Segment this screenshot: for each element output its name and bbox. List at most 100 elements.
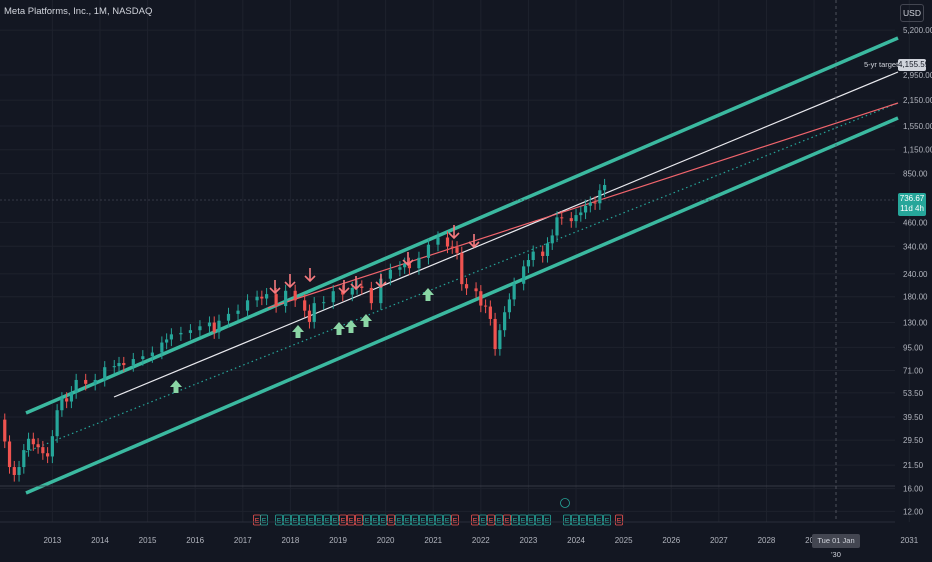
candle-body <box>17 467 21 475</box>
y-tick-label: 340.00 <box>903 242 928 251</box>
candles <box>3 178 607 482</box>
earnings-marker <box>527 514 535 526</box>
y-tick-label: 2,150.00 <box>903 96 932 105</box>
candle-body <box>483 305 488 307</box>
earnings-marker <box>379 514 387 526</box>
last-price-value: 736.67 <box>899 194 925 203</box>
arrow-down-head <box>338 287 350 295</box>
chart-grid <box>0 0 910 522</box>
candle-body <box>426 244 431 258</box>
candle-body <box>550 235 554 244</box>
candle-body <box>593 202 597 204</box>
currency-button[interactable]: USD <box>900 4 924 22</box>
arrow-down-head <box>350 283 362 291</box>
candle-body <box>574 215 578 222</box>
candle-body <box>179 332 183 335</box>
candle-body <box>245 300 250 311</box>
candle-body <box>579 212 583 216</box>
y-tick-label: 53.50 <box>903 389 924 398</box>
earnings-marker <box>615 514 623 526</box>
y-axis: 12.00 16.00 21.50 29.50 39.50 53.50 71.00 95.00… <box>903 26 932 516</box>
candle-body <box>526 260 531 267</box>
x-tick-label: 2015 <box>139 536 157 545</box>
last-price-badge: 736.67 11d 4h <box>898 193 926 216</box>
y-tick-label: 130.00 <box>903 319 928 328</box>
candle-body <box>603 185 607 191</box>
earnings-marker <box>291 514 299 526</box>
candle-body <box>488 306 492 319</box>
y-tick-label: 12.00 <box>903 507 924 516</box>
x-tick-label: 2021 <box>424 536 442 545</box>
x-tick-label: 2016 <box>186 536 204 545</box>
candle-body <box>3 419 7 442</box>
candle-body <box>403 263 407 268</box>
arrow-down-marker <box>304 268 316 283</box>
x-tick-label: 2024 <box>567 536 585 545</box>
earnings-marker <box>427 514 435 526</box>
signal-markers: EEEEEEEEEEEEEEEEEEEEEEEEEEEEEEEEEEEEEEEE… <box>170 225 623 526</box>
candle-body <box>264 294 269 299</box>
crosshair-date-badge: Tue 01 Jan '30 <box>812 534 860 559</box>
candle-body <box>369 287 373 304</box>
arrow-up-marker <box>170 380 182 393</box>
last-price-countdown: 11d 4h <box>900 204 924 213</box>
earnings-marker <box>595 514 603 526</box>
arrow-down-marker <box>338 280 350 295</box>
earnings-marker <box>275 514 283 526</box>
x-tick-label: 2023 <box>520 536 538 545</box>
candle-body <box>455 247 459 253</box>
x-tick-label: 2013 <box>43 536 61 545</box>
x-tick-label: 2027 <box>710 536 728 545</box>
candle-body <box>141 356 145 360</box>
candle-body <box>55 410 59 437</box>
y-tick-label: 2,950.00 <box>903 71 932 80</box>
earnings-marker <box>479 514 487 526</box>
arrow-down-head <box>402 259 414 267</box>
earnings-marker <box>443 514 451 526</box>
arrow-down-head <box>284 281 296 289</box>
candle-body <box>350 287 354 295</box>
candle-body <box>198 326 202 331</box>
earnings-marker <box>395 514 403 526</box>
candle-body <box>331 291 335 303</box>
price-chart[interactable]: EEEEEEEEEEEEEEEEEEEEEEEEEEEEEEEEEEEEEEEE… <box>0 0 932 550</box>
x-tick-label: 2019 <box>329 536 347 545</box>
chart-title: Meta Platforms, Inc., 1M, NASDAQ <box>4 6 153 17</box>
candle-body <box>131 359 135 366</box>
candle-body <box>512 283 516 300</box>
candle-body <box>260 296 264 299</box>
candle-body <box>112 366 116 368</box>
candle-body <box>41 447 45 454</box>
candle-body <box>450 246 454 248</box>
candle-body <box>460 252 464 285</box>
earnings-marker <box>487 514 495 526</box>
candle-body <box>569 218 573 222</box>
x-tick-label: 2017 <box>234 536 252 545</box>
y-tick-label: 850.00 <box>903 170 928 179</box>
earnings-marker <box>260 514 268 526</box>
earnings-marker <box>331 514 339 526</box>
candle-body <box>493 318 497 350</box>
x-tick-label: 2026 <box>662 536 680 545</box>
candle-body <box>417 257 421 269</box>
candle-body <box>122 363 126 366</box>
candle-body <box>69 392 74 402</box>
candle-body <box>293 290 297 301</box>
y-tick-label: 1,550.00 <box>903 122 932 131</box>
candle-body <box>583 205 588 213</box>
candle-body <box>93 379 97 384</box>
earnings-marker <box>579 514 587 526</box>
candle-body <box>84 379 88 384</box>
candle-body <box>150 352 154 357</box>
candle-body <box>436 237 440 245</box>
candle-body <box>541 251 545 256</box>
candle-body <box>507 299 511 313</box>
earnings-marker <box>339 514 347 526</box>
candle-body <box>46 453 50 457</box>
y-tick-label: 460.00 <box>903 218 928 227</box>
arrow-down-head <box>269 287 281 295</box>
x-tick-label: 2014 <box>91 536 109 545</box>
arrow-up-marker <box>292 325 304 338</box>
x-tick-label: 2025 <box>615 536 633 545</box>
channel-lower-line <box>25 116 899 495</box>
